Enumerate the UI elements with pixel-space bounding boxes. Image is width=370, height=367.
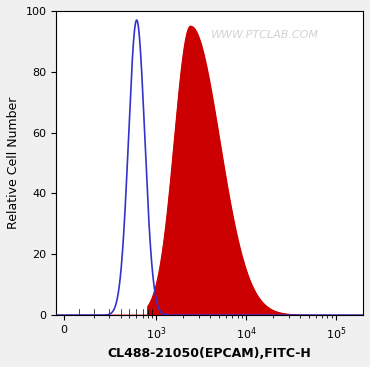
Y-axis label: Relative Cell Number: Relative Cell Number (7, 97, 20, 229)
X-axis label: CL488-21050(EPCAM),FITC-H: CL488-21050(EPCAM),FITC-H (108, 347, 312, 360)
Text: WWW.PTCLAB.COM: WWW.PTCLAB.COM (211, 30, 319, 40)
